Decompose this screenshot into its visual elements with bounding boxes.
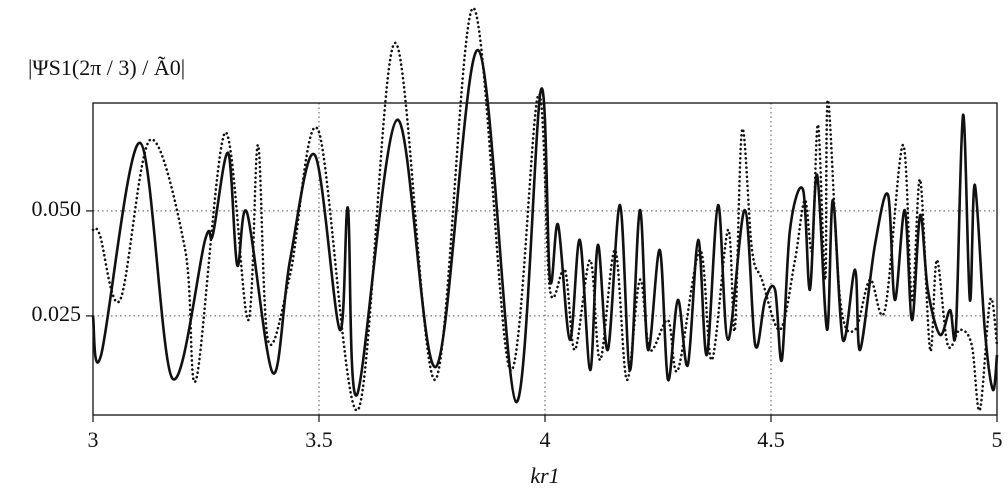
y-tick-label: 0.025 — [32, 301, 82, 326]
x-tick-label: 3.5 — [305, 427, 333, 452]
y-tick-label: 0.050 — [32, 196, 82, 221]
x-tick-label: 4.5 — [757, 427, 785, 452]
y-axis-label: |ΨS1(2π / 3) / Ã0| — [28, 55, 185, 80]
line-series — [91, 6, 999, 412]
x-tick-label: 5 — [992, 427, 1003, 452]
x-tick-label: 3 — [88, 427, 99, 452]
x-tick-label: 4 — [540, 427, 551, 452]
line-series — [91, 48, 999, 404]
x-axis-label: kr1 — [530, 463, 559, 488]
